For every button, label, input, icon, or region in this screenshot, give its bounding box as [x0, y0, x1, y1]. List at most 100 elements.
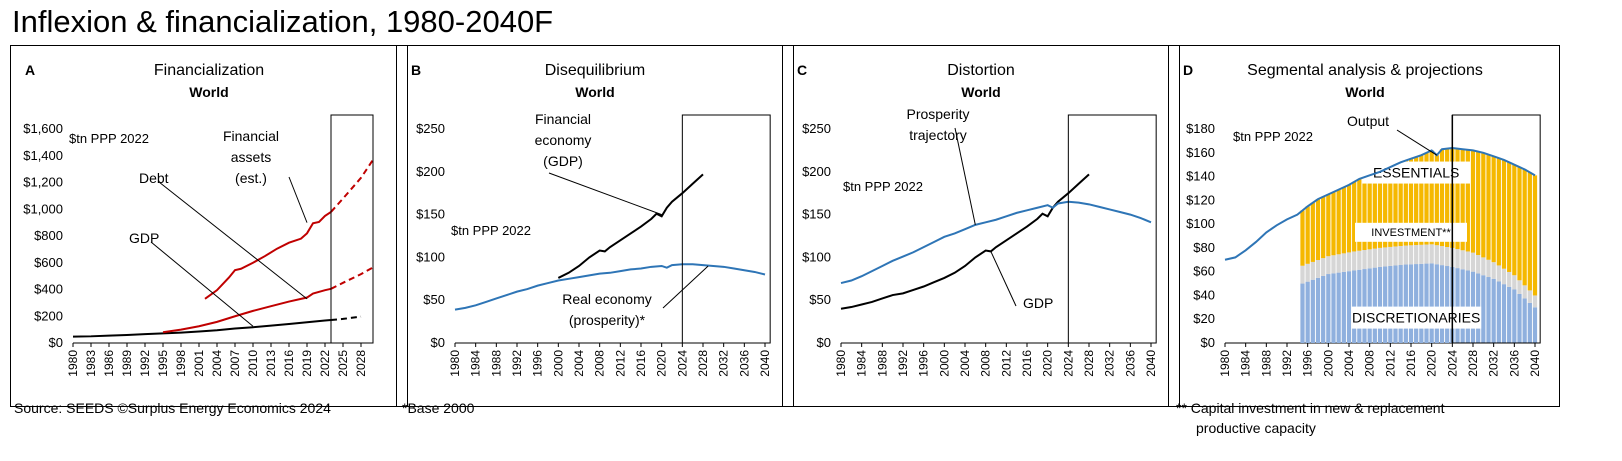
y-tick-label: $400 — [34, 282, 63, 297]
chart-panel-b: B Disequilibrium World $tn PPP 2022 $0 $50 $10… — [396, 45, 794, 407]
x-tick-label: 2000 — [937, 350, 951, 377]
x-tick-label: 1998 — [174, 350, 188, 377]
bar-discretionaries — [1429, 263, 1434, 343]
bar-essentials — [1512, 164, 1517, 276]
bar-investment — [1362, 250, 1367, 270]
x-tick-label: 2040 — [1528, 350, 1542, 377]
x-tick-label: 2016 — [634, 350, 648, 377]
bar-essentials — [1372, 173, 1377, 249]
bar-investment — [1310, 261, 1315, 280]
series-line-2 — [204, 211, 332, 300]
x-tick-label: 1996 — [1301, 350, 1315, 377]
x-tick-label: 2008 — [979, 350, 993, 377]
bar-essentials — [1496, 158, 1501, 266]
x-tick-label: 2025 — [336, 350, 350, 377]
bar-essentials — [1336, 189, 1341, 255]
annotation-leader — [548, 172, 662, 216]
unit-label: $tn PPP 2022 — [69, 131, 149, 146]
x-tick-label: 2028 — [1082, 350, 1096, 377]
chart-a-svg: A Financialization World $tn PPP 2022 $0 $200… — [23, 62, 374, 377]
y-tick-label: $100 — [1186, 216, 1215, 231]
x-tick-label: 2028 — [696, 350, 710, 377]
bar-essentials — [1305, 206, 1310, 264]
bar-investment — [1352, 251, 1357, 271]
y-tick-label: $100 — [416, 249, 445, 264]
bar-discretionaries — [1496, 281, 1501, 343]
bar-essentials — [1486, 154, 1491, 260]
x-tick-label: 2032 — [1103, 350, 1117, 377]
bar-essentials — [1388, 167, 1393, 247]
x-tick-label: 1992 — [138, 350, 152, 377]
bar-essentials — [1315, 199, 1321, 261]
label-investment-bg — [1355, 222, 1467, 242]
bar-essentials — [1393, 164, 1398, 247]
bar-investment — [1305, 263, 1310, 282]
x-tick-label: 2012 — [1383, 350, 1397, 377]
x-tick-label: 1989 — [120, 350, 134, 377]
series-line-0 — [557, 173, 704, 279]
bar-investment — [1341, 253, 1346, 272]
series-line-1 — [162, 287, 332, 334]
x-tick-label: 2020 — [1041, 350, 1055, 377]
bar-essentials — [1346, 184, 1352, 253]
bar-investment — [1357, 250, 1362, 270]
x-tick-label: 2040 — [758, 350, 772, 377]
bar-investment — [1346, 252, 1352, 272]
x-tick-label: 2012 — [999, 350, 1013, 377]
bar-investment — [1527, 290, 1532, 303]
bar-investment — [1393, 246, 1398, 266]
bar-essentials — [1403, 160, 1408, 246]
x-tick-label: 2016 — [1404, 350, 1418, 377]
annotation-leader — [954, 127, 976, 225]
annotation-label: economy — [535, 132, 592, 148]
annotation-label: assets — [231, 149, 271, 165]
x-tick-label: 2000 — [1321, 350, 1335, 377]
page-title: Inflexion & financialization, 1980-2040F — [12, 4, 554, 39]
y-tick-label: $0 — [817, 335, 831, 350]
bar-essentials — [1414, 156, 1419, 246]
bar-investment — [1414, 245, 1419, 265]
series-line-output — [1224, 147, 1536, 261]
panel-subtitle: World — [1345, 84, 1384, 100]
bar-investment — [1383, 247, 1388, 267]
x-tick-label: 1995 — [156, 350, 170, 377]
bar-discretionaries — [1300, 283, 1305, 343]
bar-investment — [1481, 257, 1486, 276]
series-line-1 — [840, 200, 1152, 285]
panel-letter: D — [1183, 62, 1193, 78]
annotation-label: Prosperity — [906, 106, 969, 122]
bar-investment — [1517, 280, 1522, 294]
y-tick-label: $20 — [1193, 311, 1215, 326]
bar-essentials — [1501, 159, 1507, 269]
x-tick-label: 2022 — [318, 350, 332, 377]
bar-investment — [1470, 252, 1476, 272]
x-tick-label: 2007 — [228, 350, 242, 377]
bar-investment — [1403, 245, 1408, 265]
x-tick-label: 1988 — [1259, 350, 1273, 377]
label-investment: INVESTMENT** — [1371, 227, 1451, 239]
bar-discretionaries — [1532, 307, 1538, 343]
x-tick-label: 2036 — [1507, 350, 1521, 377]
bar-investment — [1522, 285, 1527, 299]
chart-panel-d: D Segmental analysis & projections World $t… — [1168, 45, 1560, 407]
chart-c-svg: C Distortion World $tn PPP 2022 $0 $50 $100 $15… — [797, 62, 1158, 377]
bar-investment — [1336, 254, 1341, 273]
bar-discretionaries — [1527, 302, 1532, 343]
x-tick-label: 1988 — [875, 350, 889, 377]
annotation-leader — [158, 181, 308, 300]
bar-investment — [1439, 246, 1445, 266]
bar-investment — [1367, 249, 1372, 269]
bar-essentials — [1321, 196, 1326, 259]
footer-base-note: *Base 2000 — [402, 400, 475, 416]
panel-letter: B — [411, 62, 421, 78]
panel-letter: C — [797, 62, 807, 78]
bar-discretionaries — [1357, 269, 1362, 343]
bar-essentials — [1362, 177, 1367, 251]
annotation-label: Financial — [223, 128, 279, 144]
series-projection-0 — [330, 315, 362, 321]
bar-discretionaries — [1398, 265, 1403, 343]
y-tick-label: $250 — [802, 121, 831, 136]
projection-box — [1067, 114, 1157, 344]
bar-discretionaries — [1336, 272, 1341, 343]
bar-discretionaries — [1341, 271, 1346, 343]
